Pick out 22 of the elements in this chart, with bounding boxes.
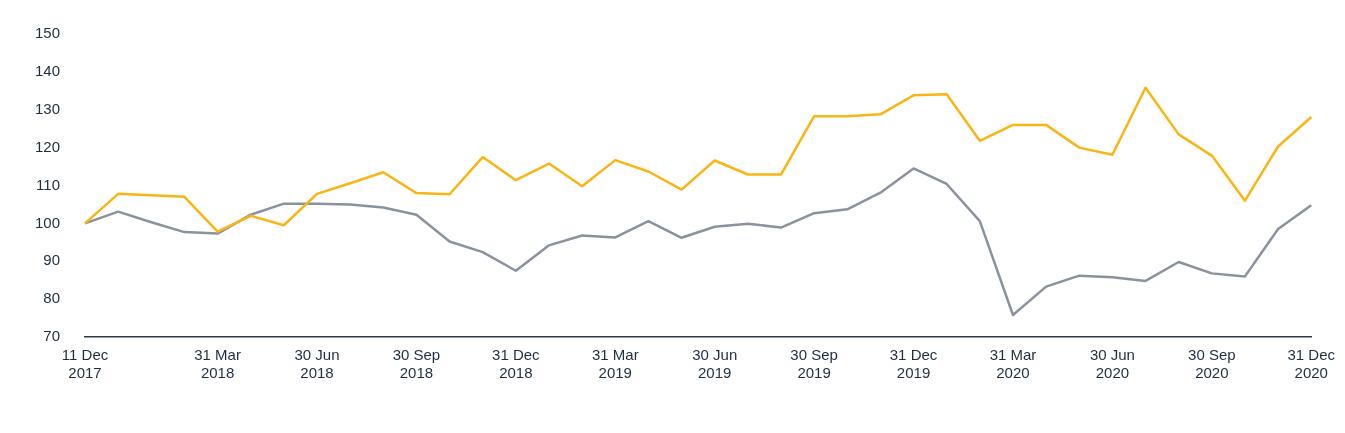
x-tick-label: 30 Jun 2020	[1089, 346, 1135, 382]
y-tick-label: 150	[35, 24, 61, 42]
x-tick-label: 30 Sep 2019	[790, 346, 838, 382]
y-tick-label: 80	[43, 289, 61, 307]
x-tick-label: 31 Mar 2019	[591, 346, 639, 382]
y-tick-label: 120	[35, 137, 61, 155]
y-tick-label: 130	[35, 99, 61, 117]
y-tick-label: 110	[36, 175, 61, 193]
y-tick-label: 100	[35, 213, 61, 231]
x-tick-label: 31 Dec 2018	[492, 346, 541, 382]
x-tick-label: 31 Mar 2018	[194, 346, 241, 382]
x-tick-label: 11 Dec 2017	[61, 346, 109, 382]
y-tick-label: 140	[35, 62, 61, 80]
x-tick-label: 31 Dec 2019	[889, 346, 938, 382]
x-tick-label: 30 Jun 2018	[294, 346, 340, 382]
x-tick-label: 30 Sep 2018	[392, 346, 441, 382]
x-tick-label: 31 Mar 2020	[989, 346, 1037, 382]
y-tick-label: 90	[43, 251, 61, 269]
x-tick-label: 30 Jun 2019	[692, 346, 738, 382]
y-tick-label: 70	[43, 327, 61, 345]
x-tick-label: 30 Sep 2020	[1188, 346, 1236, 382]
x-tick-label: 31 Dec 2020	[1287, 346, 1336, 382]
